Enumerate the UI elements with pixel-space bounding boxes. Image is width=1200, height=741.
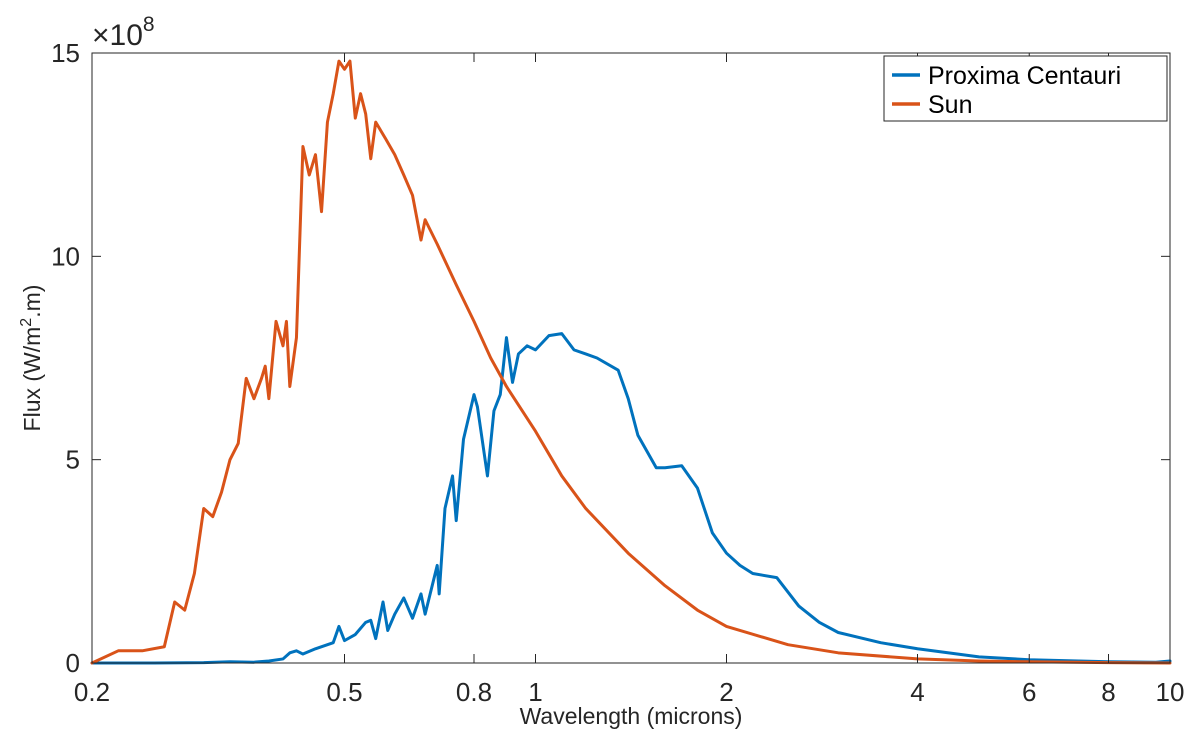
y-multiplier-exponent: 8 (143, 13, 155, 36)
legend-label-sun: Sun (928, 91, 972, 119)
legend-box (883, 55, 1168, 122)
plot-background (92, 53, 1170, 663)
x-axis-title: Wavelength (microns) (520, 703, 743, 729)
y-axis-title: Flux (W/m2.m) (18, 285, 45, 432)
x-tick-label: 8 (1101, 677, 1115, 707)
series-line-proxima-centauri (90, 332, 1172, 665)
x-tick-label: 6 (1022, 677, 1036, 707)
plot-frame (91, 52, 1171, 664)
x-tick-label: 0.5 (326, 677, 362, 707)
y-tick-label: 15 (51, 38, 80, 68)
x-tick-label: 0.8 (456, 677, 492, 707)
x-tick-label: 1 (528, 677, 542, 707)
y-multiplier: ×108 (92, 13, 155, 52)
y-tick-label: 10 (51, 241, 80, 271)
x-tick-label: 2 (719, 677, 733, 707)
y-axis-title-prefix: Flux (W/m (19, 327, 45, 432)
x-tick-label: 0.2 (74, 677, 110, 707)
tick-layer: 0.2 0.5 0.8 1 2 4 6 8 10 0 5 10 15 (51, 38, 1184, 707)
series-layer (90, 59, 1172, 665)
x-tick-label: 10 (1156, 677, 1185, 707)
y-tick-label: 5 (66, 445, 80, 475)
legend-label-proxima: Proxima Centauri (928, 62, 1121, 90)
legend: Proxima Centauri Sun (883, 55, 1168, 122)
y-axis-title-suffix: .m) (19, 285, 45, 318)
series-line-sun (90, 59, 1172, 665)
x-tick-label: 4 (910, 677, 924, 707)
y-multiplier-prefix: ×10 (92, 19, 143, 52)
y-axis-title-superscript: 2 (18, 318, 35, 327)
y-tick-label: 0 (66, 648, 80, 678)
